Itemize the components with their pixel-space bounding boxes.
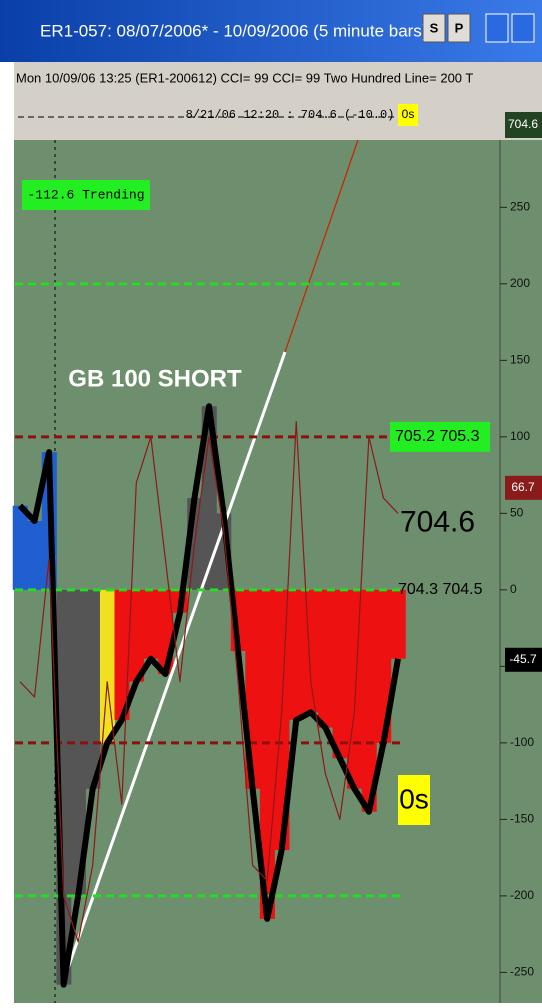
value-tag: [505, 647, 542, 672]
button[interactable]: [422, 13, 446, 43]
bar: [332, 589, 348, 759]
price-label: 704.3 704.5: [398, 581, 483, 598]
bar: [143, 589, 159, 659]
bar: [390, 589, 406, 659]
price-tag: [505, 112, 542, 138]
bar: [114, 589, 130, 720]
y-tick-label: -250: [510, 965, 534, 979]
maximize-button[interactable]: [511, 13, 535, 43]
price-label: 704.6: [400, 505, 475, 538]
y-tick-label: 150: [510, 353, 530, 367]
series-line: [17, 403, 401, 988]
bar: [12, 505, 28, 590]
bar: [347, 589, 363, 789]
bar: [288, 589, 304, 720]
bar: [129, 589, 145, 682]
button-label: P: [455, 20, 464, 35]
bar: [274, 589, 290, 850]
y-tick-label: 0: [510, 582, 517, 596]
bar: [303, 589, 319, 713]
window-title: ER1-057: 08/07/2006* - 10/09/2006 (5 min…: [40, 21, 427, 40]
marker-text: 8/21/06 12:20 : 704.6 (-10.0): [186, 108, 395, 122]
y-tick-label: 250: [510, 199, 530, 213]
badge: [398, 104, 418, 126]
marker-bar: [14, 96, 542, 140]
bar: [318, 589, 334, 728]
y-tick-label: -150: [510, 812, 534, 826]
info-bar: [14, 62, 542, 96]
badge-text: 0s: [402, 107, 415, 121]
badge: [398, 775, 430, 825]
minimize-button[interactable]: [485, 13, 509, 43]
value-tag: [505, 475, 542, 500]
status-text: -112.6 Trending: [27, 187, 144, 202]
status-box: [22, 180, 150, 210]
bar: [85, 589, 101, 789]
trend-extension: [284, 139, 359, 353]
y-tick-label: 50: [510, 506, 524, 520]
signal-text: GB 100 SHORT: [68, 365, 242, 392]
info-line: Mon 10/09/06 13:25 (ER1-200612) CCI= 99 …: [16, 70, 473, 85]
trend-line: [60, 351, 287, 986]
badge-text: 0s: [399, 783, 429, 814]
y-tick-label: -200: [510, 888, 534, 902]
button-label: S: [430, 20, 439, 35]
series-line: [19, 420, 399, 943]
y-tick-label: -100: [510, 735, 534, 749]
left-strip: [0, 0, 14, 1003]
bar: [27, 521, 43, 590]
price-label: 705.2 705.3: [395, 428, 480, 445]
bar: [361, 589, 377, 812]
y-tick-label: 100: [510, 429, 530, 443]
bar: [70, 589, 86, 896]
bar: [99, 589, 115, 743]
value-tag-text: 66.7: [511, 480, 535, 494]
y-tick-label: 200: [510, 276, 530, 290]
button[interactable]: [447, 13, 471, 43]
value-tag-text: -45.7: [509, 652, 537, 666]
price-label-box: [390, 421, 490, 452]
price-tag-text: 704.6: [508, 117, 538, 131]
